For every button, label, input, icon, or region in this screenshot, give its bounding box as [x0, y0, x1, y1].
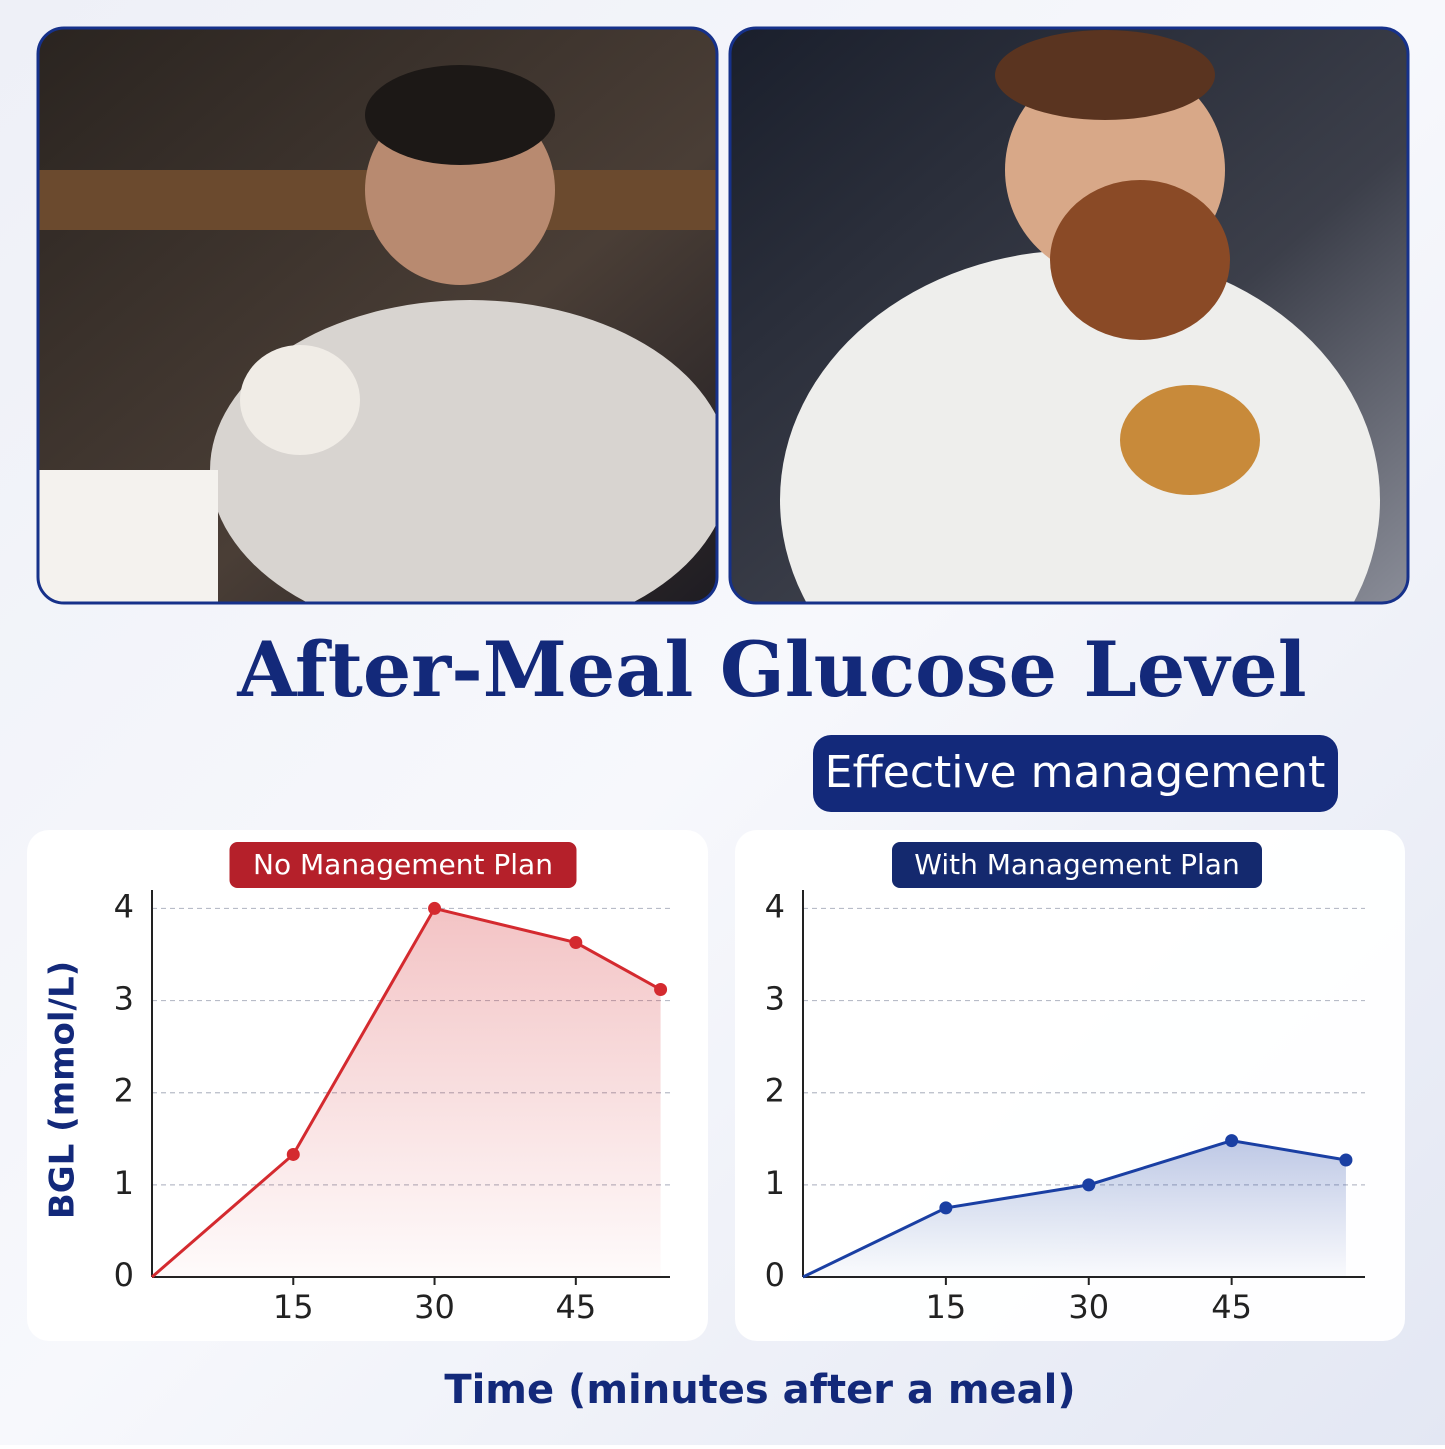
y-tick-label: 3	[765, 980, 785, 1018]
y-tick-label: 4	[765, 887, 785, 925]
chart-title: With Management Plan	[914, 848, 1239, 881]
x-tick-label: 45	[1211, 1288, 1252, 1326]
x-tick-label: 15	[926, 1288, 967, 1326]
x-tick-label: 30	[1068, 1288, 1109, 1326]
subtitle-pill	[813, 735, 1338, 812]
x-tick-label: 45	[555, 1288, 596, 1326]
point	[654, 983, 668, 997]
chart-title: No Management Plan	[253, 848, 553, 881]
y-tick-label: 0	[765, 1256, 785, 1294]
point	[939, 1201, 953, 1215]
chart-title-badge	[229, 842, 577, 888]
y-tick-label: 1	[765, 1164, 785, 1202]
photo-left	[38, 28, 717, 603]
subtitle: Effective management	[825, 747, 1326, 798]
y-tick-label: 1	[114, 1164, 134, 1202]
y-tick-label: 3	[114, 980, 134, 1018]
point	[569, 936, 583, 950]
y-tick-label: 0	[114, 1256, 134, 1294]
y-tick-label: 2	[765, 1072, 785, 1110]
point	[1082, 1178, 1096, 1192]
point	[1339, 1153, 1353, 1167]
x-axis-label: Time (minutes after a meal)	[444, 1367, 1075, 1413]
main-title: After-Meal Glucose Level	[236, 625, 1306, 714]
area	[152, 908, 661, 1277]
y-tick-label: 4	[114, 887, 134, 925]
x-tick-label: 15	[273, 1288, 314, 1326]
photo-frame	[36, 26, 719, 605]
photo-frame	[728, 26, 1410, 605]
point	[428, 901, 442, 915]
area	[803, 1140, 1346, 1277]
point	[1225, 1134, 1239, 1148]
point	[286, 1147, 300, 1161]
x-tick-label: 30	[414, 1288, 455, 1326]
photo-right	[730, 28, 1408, 603]
y-axis-label: BGL (mmol/L)	[43, 961, 83, 1219]
chart-title-badge	[892, 842, 1262, 888]
y-tick-label: 2	[114, 1072, 134, 1110]
